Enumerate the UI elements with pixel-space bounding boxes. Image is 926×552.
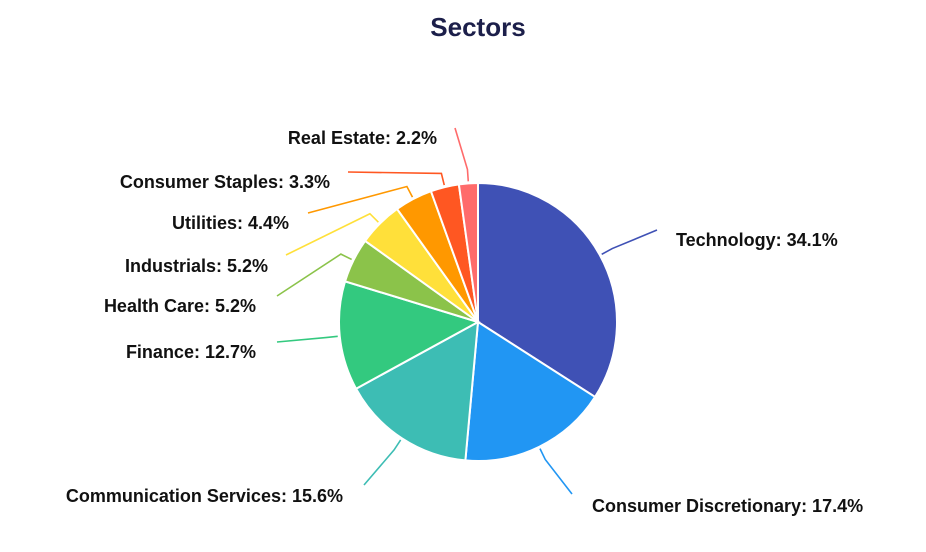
pie-slices (338, 181, 618, 462)
leader-line-real-estate (454, 127, 470, 182)
slice-label-health-care: Health Care: 5.2% (104, 296, 256, 316)
slice-labels: Technology: 34.1% Consumer Discretionary:… (66, 128, 863, 516)
slice-label-finance: Finance: 12.7% (126, 342, 256, 362)
pie-slice-real-estate (457, 181, 479, 323)
pie-slice-finance (338, 280, 481, 391)
leader-lines (276, 127, 658, 495)
slice-label-technology: Technology: 34.1% (676, 230, 838, 250)
pie-slice-consumer-discretionary (464, 320, 597, 462)
leader-line-technology (601, 229, 658, 256)
chart-title: Sectors (430, 12, 526, 42)
leader-line-health-care (276, 253, 352, 297)
slice-label-utilities: Utilities: 4.4% (172, 213, 289, 233)
slice-label-communication-services: Communication Services: 15.6% (66, 486, 343, 506)
leader-line-utilities (307, 185, 414, 214)
leader-line-consumer-staples (347, 171, 446, 186)
leader-line-consumer-discretionary (539, 448, 573, 495)
slice-label-real-estate: Real Estate: 2.2% (288, 128, 437, 148)
leader-line-finance (276, 335, 338, 343)
slice-label-industrials: Industrials: 5.2% (125, 256, 268, 276)
slice-label-consumer-discretionary: Consumer Discretionary: 17.4% (592, 496, 863, 516)
leader-line-communication-services (363, 439, 402, 486)
leader-line-industrials (285, 212, 379, 256)
slice-label-consumer-staples: Consumer Staples: 3.3% (120, 172, 330, 192)
pie-slice-communication-services (354, 320, 480, 462)
